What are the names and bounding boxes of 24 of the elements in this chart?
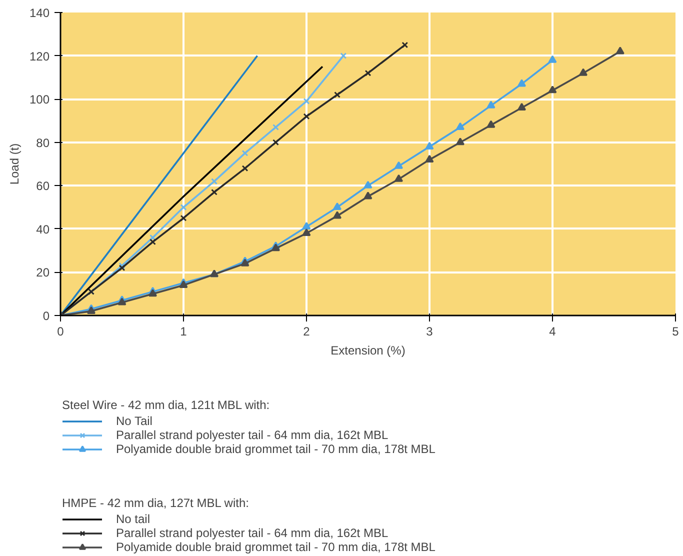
legend-label: Parallel strand polyester tail - 64 mm dia, 162t MBL	[116, 428, 388, 442]
y-axis-title: Load (t)	[7, 143, 22, 185]
y-tick-label: 80	[36, 136, 50, 150]
x-tick-label: 1	[180, 324, 188, 338]
legend-label: No Tail	[116, 414, 152, 428]
x-tick-label: 0	[57, 324, 64, 338]
y-tick-label: 0	[42, 309, 50, 323]
y-tick-label: 60	[36, 179, 50, 194]
legend-label: Parallel strand polyester tail - 64 mm dia, 162t MBL	[116, 526, 388, 540]
x-tick-label: 3	[426, 324, 434, 338]
text: HMPE - 42 mm dia, 127t MBL with:	[62, 496, 250, 510]
legend-label: Polyamide double braid grommet tail - 70 mm dia, 178t MBL	[116, 442, 436, 456]
x-tick-label: 5	[672, 324, 680, 338]
legend-label: Polyamide double braid grommet tail - 70 mm dia, 178t MBL	[116, 540, 436, 554]
x-axis-title: Extension (%)	[330, 344, 406, 358]
y-tick-label: 20	[36, 266, 50, 280]
text: Steel Wire - 42 mm dia, 121t MBL with:	[62, 398, 271, 412]
legend-label: No tail	[116, 512, 150, 526]
y-tick-label: 140	[29, 6, 50, 20]
x-tick-label: 4	[549, 324, 556, 338]
x-tick-label: 2	[303, 324, 310, 338]
y-tick-label: 120	[29, 49, 50, 64]
y-tick-label: 40	[36, 222, 50, 236]
y-tick-label: 100	[29, 92, 50, 107]
